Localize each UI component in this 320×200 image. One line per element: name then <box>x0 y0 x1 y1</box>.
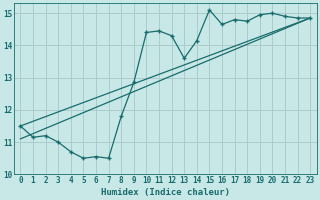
X-axis label: Humidex (Indice chaleur): Humidex (Indice chaleur) <box>101 188 230 197</box>
